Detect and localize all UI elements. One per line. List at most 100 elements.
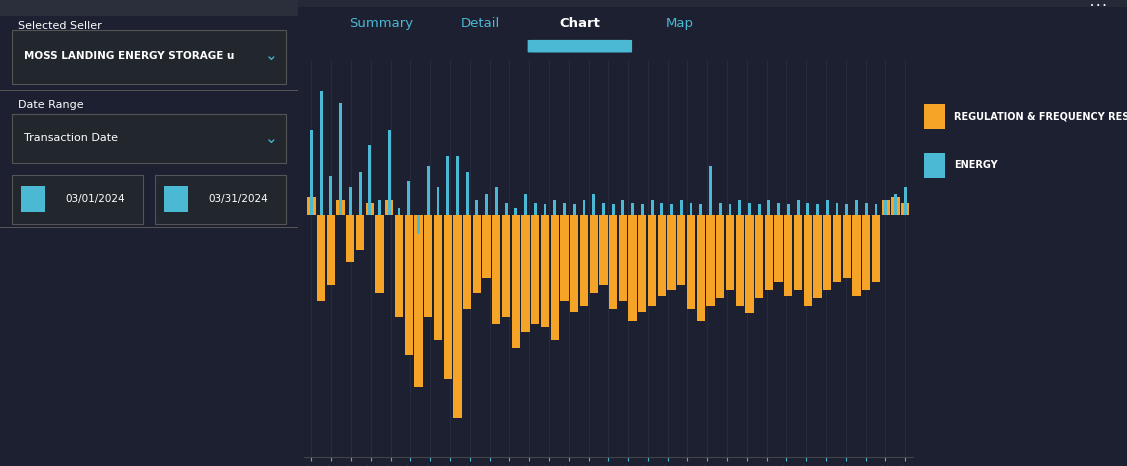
Bar [862, 215, 870, 290]
Text: Map: Map [665, 17, 693, 30]
Bar [881, 200, 890, 215]
Bar [619, 215, 627, 301]
Text: REGULATION & FREQUENCY RESPONSE: REGULATION & FREQUENCY RESPONSE [953, 111, 1127, 122]
Bar [0, 0, 298, 16]
Bar [531, 215, 540, 324]
Bar [787, 205, 790, 215]
Bar [369, 145, 371, 215]
Bar [446, 156, 450, 215]
Text: 03/31/2024: 03/31/2024 [208, 194, 268, 205]
Bar [564, 203, 566, 215]
Bar [612, 205, 614, 215]
Bar [852, 215, 861, 296]
FancyBboxPatch shape [12, 175, 143, 224]
Bar [755, 215, 763, 298]
Bar [514, 207, 517, 215]
Bar [686, 215, 695, 309]
Text: ENERGY: ENERGY [953, 160, 997, 171]
Bar [602, 203, 605, 215]
FancyBboxPatch shape [163, 186, 188, 212]
Bar [573, 205, 576, 215]
Bar [589, 215, 597, 293]
Bar [891, 197, 899, 215]
Bar [696, 215, 704, 321]
Bar [807, 203, 809, 215]
Bar [728, 205, 731, 215]
Text: ⌄: ⌄ [265, 48, 277, 63]
Bar [310, 130, 313, 215]
Bar [667, 215, 676, 290]
Bar [833, 215, 841, 282]
Bar [0, 90, 298, 91]
Bar [541, 215, 549, 328]
Bar [778, 203, 780, 215]
Bar [690, 203, 692, 215]
Bar [317, 215, 326, 301]
Text: Summary: Summary [349, 17, 412, 30]
Bar [609, 215, 618, 309]
Bar [748, 203, 751, 215]
Bar [677, 215, 685, 285]
Bar [900, 203, 909, 215]
Text: Transaction Date: Transaction Date [24, 133, 118, 144]
Bar [327, 215, 335, 285]
Bar [650, 200, 654, 215]
Text: Selected Seller: Selected Seller [18, 21, 101, 31]
Bar [621, 200, 624, 215]
Bar [707, 215, 715, 306]
Bar [424, 215, 433, 316]
FancyBboxPatch shape [12, 114, 286, 163]
Bar [814, 215, 822, 298]
Text: • • •: • • • [1090, 2, 1107, 8]
Bar [534, 203, 536, 215]
Bar [816, 205, 819, 215]
Bar [476, 200, 478, 215]
Bar [700, 205, 702, 215]
Bar [872, 215, 880, 282]
Bar [407, 181, 410, 215]
Bar [719, 203, 721, 215]
Bar [738, 200, 742, 215]
Bar [465, 172, 469, 215]
Bar [864, 203, 868, 215]
Bar [456, 156, 459, 215]
Bar [680, 200, 683, 215]
Text: 03/01/2024: 03/01/2024 [65, 194, 125, 205]
FancyBboxPatch shape [154, 175, 286, 224]
Bar [543, 205, 547, 215]
Bar [784, 215, 792, 296]
Bar [472, 215, 481, 293]
Bar [394, 215, 403, 316]
Bar [415, 215, 423, 387]
Bar [398, 207, 400, 215]
Bar [375, 215, 383, 293]
Bar [774, 215, 783, 282]
Bar [629, 215, 637, 321]
Bar [337, 200, 345, 215]
Bar [486, 193, 488, 215]
Bar [855, 200, 858, 215]
Bar [505, 203, 507, 215]
Bar [579, 215, 588, 306]
Bar [765, 215, 773, 290]
Bar [551, 215, 559, 340]
Bar [894, 193, 897, 215]
Text: Chart: Chart [559, 17, 601, 30]
Bar [904, 187, 906, 215]
Bar [638, 215, 647, 312]
Bar [434, 215, 442, 340]
Bar [736, 215, 744, 306]
FancyBboxPatch shape [21, 186, 45, 212]
Bar [716, 215, 725, 298]
Text: ⌄: ⌄ [265, 131, 277, 146]
Bar [346, 215, 355, 262]
Bar [726, 215, 734, 290]
Bar [453, 215, 462, 418]
Bar [298, 0, 1127, 7]
Bar [804, 215, 811, 306]
Bar [356, 215, 364, 250]
Bar [583, 200, 585, 215]
Bar [339, 103, 343, 215]
Bar [365, 203, 374, 215]
Bar [378, 200, 381, 215]
